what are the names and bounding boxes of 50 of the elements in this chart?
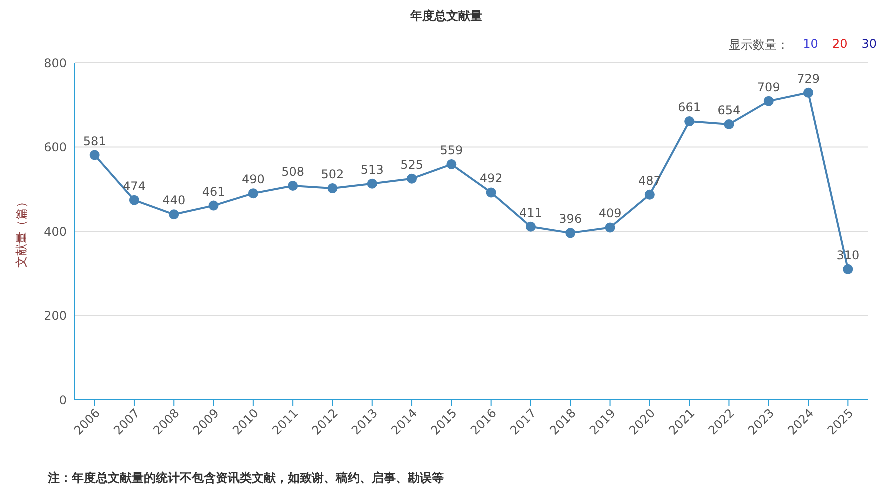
data-label: 709 <box>757 80 780 94</box>
point <box>526 222 536 232</box>
point <box>486 188 496 198</box>
point <box>90 150 100 160</box>
data-label: 661 <box>678 100 702 115</box>
y-tick-label: 800 <box>44 56 67 70</box>
data-label: 440 <box>162 194 186 208</box>
point <box>764 96 774 106</box>
data-label: 396 <box>559 212 582 226</box>
data-label: 513 <box>360 162 384 177</box>
data-label: 581 <box>83 134 106 148</box>
y-tick-label: 0 <box>59 393 67 408</box>
data-label: 411 <box>520 206 542 220</box>
point <box>367 178 378 189</box>
point <box>566 228 576 238</box>
text: 30 <box>862 37 877 53</box>
data-label: 654 <box>718 104 741 118</box>
point <box>684 116 695 127</box>
y-tick-label: 200 <box>44 309 67 324</box>
point <box>804 88 814 98</box>
point <box>843 264 854 274</box>
point <box>169 210 180 220</box>
data-label: 502 <box>321 168 344 182</box>
text: 20 <box>832 37 848 53</box>
point <box>248 188 258 199</box>
text: 10 <box>803 37 818 53</box>
point <box>724 120 734 130</box>
point <box>208 200 219 211</box>
text: 显示数量： <box>729 37 790 54</box>
point <box>129 195 140 206</box>
point <box>328 184 338 194</box>
point <box>605 222 616 233</box>
point <box>446 160 457 170</box>
y-tick-label: 400 <box>44 224 67 239</box>
data-label: 729 <box>797 72 820 86</box>
data-label: 461 <box>202 184 226 199</box>
point <box>288 181 298 192</box>
data-label: 490 <box>242 172 265 187</box>
data-label: 508 <box>282 165 305 180</box>
y-axis-title: 文献量（篇） <box>14 196 30 268</box>
chart-title: 年度总文献量 <box>409 8 484 25</box>
data-label: 525 <box>400 158 424 172</box>
y-tick-label: 600 <box>44 140 67 155</box>
data-label: 559 <box>440 144 464 158</box>
text: 注：年度总文献量的统计不包含资讯类文献，如致谢、稿约、启事、勘误等 <box>48 470 444 487</box>
point <box>644 190 655 200</box>
data-label: 409 <box>598 206 622 221</box>
data-label: 492 <box>480 172 503 186</box>
point <box>407 174 418 184</box>
data-label: 474 <box>123 179 146 194</box>
